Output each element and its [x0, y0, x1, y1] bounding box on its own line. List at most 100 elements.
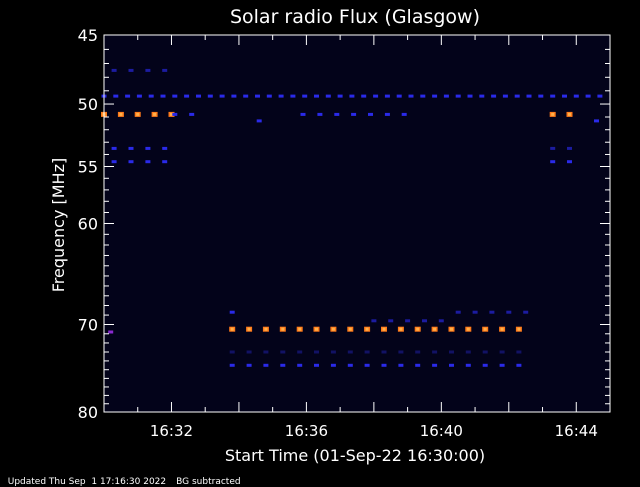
band-cell-13 — [489, 310, 495, 314]
band-cell-14 — [422, 319, 427, 323]
chart-title: Solar radio Flux (Glasgow) — [230, 6, 480, 28]
band-cell-core-15 — [348, 327, 352, 331]
updated-timestamp: Updated Thu Sep 1 17:16:30 2022 — [7, 477, 167, 487]
band-cell-17 — [263, 350, 269, 354]
band-cell-core-15 — [264, 327, 268, 331]
band-cell-17 — [246, 350, 252, 354]
band-cell-1 — [396, 94, 402, 98]
band-cell-1 — [255, 94, 260, 98]
x-tick-label: 16:36 — [285, 422, 328, 440]
band-cell-13 — [523, 310, 529, 314]
x-axis-label: Start Time (01-Sep-22 16:30:00) — [225, 446, 485, 465]
band-cell-18 — [465, 363, 471, 367]
band-cell-18 — [314, 363, 319, 367]
band-cell-core-5 — [551, 112, 555, 116]
plot-background — [104, 35, 610, 412]
y-tick-label: 70 — [78, 316, 98, 335]
spectrogram-marks — [101, 68, 603, 367]
band-cell-core-15 — [517, 327, 521, 331]
band-cell-18 — [263, 363, 269, 367]
y-tick-label: 80 — [78, 403, 98, 422]
band-cell-core-15 — [230, 327, 234, 331]
band-cell-1 — [361, 94, 367, 98]
band-cell-1 — [314, 94, 319, 98]
band-cell-17 — [347, 350, 353, 354]
band-cell-1 — [243, 94, 249, 98]
band-cell-1 — [538, 94, 544, 98]
band-cell-18 — [347, 363, 353, 367]
x-axis-ticks: 16:32 16:36 16:40 16:44 — [103, 35, 611, 440]
band-cell-18 — [499, 363, 505, 367]
band-cell-1 — [455, 94, 461, 98]
band-cell-core-15 — [466, 327, 470, 331]
band-cell-17 — [364, 350, 370, 354]
band-cell-13 — [506, 310, 512, 314]
band-cell-18 — [297, 363, 303, 367]
band-cell-4 — [317, 112, 323, 116]
band-cell-0 — [111, 68, 117, 72]
band-cell-10 — [162, 160, 168, 164]
band-cell-1 — [585, 94, 591, 98]
band-cell-1 — [526, 94, 532, 98]
band-cell-7 — [594, 119, 599, 123]
band-cell-core-2 — [153, 112, 157, 116]
band-cell-1 — [172, 94, 178, 98]
band-cell-9 — [567, 146, 572, 150]
band-cell-core-15 — [315, 327, 318, 331]
band-cell-3 — [189, 112, 195, 116]
band-cell-core-15 — [416, 327, 420, 331]
band-cell-1 — [373, 94, 379, 98]
band-cell-17 — [297, 350, 303, 354]
band-cell-1 — [231, 94, 237, 98]
band-cell-10 — [111, 160, 117, 164]
x-tick-label: 16:32 — [150, 422, 193, 440]
band-cell-1 — [562, 94, 567, 98]
band-cell-17 — [499, 350, 505, 354]
band-cell-3 — [172, 112, 178, 116]
band-cell-8 — [128, 146, 134, 150]
band-cell-core-2 — [170, 112, 173, 116]
band-cell-6 — [256, 119, 262, 123]
band-cell-1 — [266, 94, 272, 98]
band-cell-18 — [449, 363, 454, 367]
x-tick-label: 16:40 — [420, 422, 463, 440]
band-cell-0 — [162, 68, 168, 72]
band-cell-11 — [550, 160, 556, 164]
band-cell-core-2 — [136, 112, 140, 116]
band-cell-1 — [207, 94, 213, 98]
x-tick-label: 16:44 — [555, 422, 598, 440]
band-cell-14 — [405, 319, 411, 323]
band-cell-core-15 — [298, 327, 302, 331]
band-cell-core-15 — [483, 327, 487, 331]
band-cell-core-5 — [568, 112, 571, 116]
bg-note: BG subtracted — [176, 477, 241, 487]
band-cell-1 — [290, 94, 296, 98]
band-cell-18 — [280, 363, 286, 367]
band-cell-1 — [573, 94, 579, 98]
band-cell-1 — [479, 94, 485, 98]
band-cell-1 — [491, 94, 497, 98]
band-cell-18 — [246, 363, 252, 367]
band-cell-1 — [384, 94, 390, 98]
band-cell-1 — [302, 94, 308, 98]
band-cell-1 — [278, 94, 284, 98]
band-cell-core-15 — [365, 327, 369, 331]
y-tick-label: 55 — [78, 157, 98, 176]
y-tick-label: 60 — [78, 215, 98, 234]
band-cell-11 — [567, 160, 572, 164]
band-cell-18 — [482, 363, 488, 367]
band-cell-1 — [136, 94, 142, 98]
band-cell-18 — [415, 363, 421, 367]
band-cell-10 — [128, 160, 134, 164]
band-cell-1 — [325, 94, 331, 98]
band-cell-1 — [196, 94, 201, 98]
band-cell-17 — [330, 350, 336, 354]
band-cell-18 — [330, 363, 336, 367]
band-cell-core-2 — [119, 112, 123, 116]
band-cell-18 — [364, 363, 370, 367]
band-cell-17 — [398, 350, 404, 354]
band-cell-1 — [337, 94, 343, 98]
band-cell-1 — [160, 94, 166, 98]
band-cell-9 — [550, 146, 556, 150]
band-cell-1 — [514, 94, 520, 98]
